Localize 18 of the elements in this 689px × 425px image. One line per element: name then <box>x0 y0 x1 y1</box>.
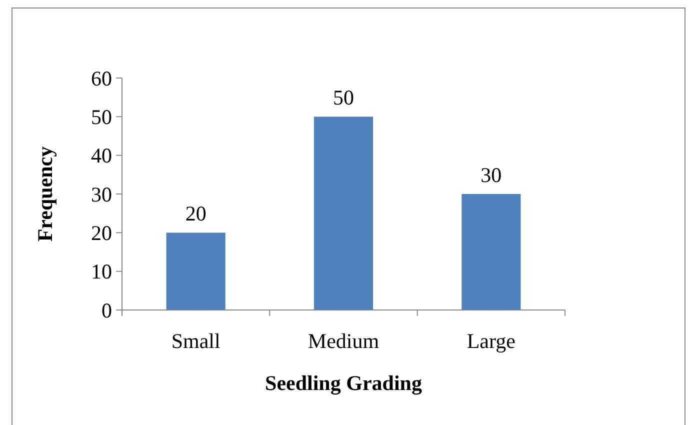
y-tick-label: 0 <box>102 298 112 322</box>
bar <box>314 116 374 310</box>
y-tick-label: 60 <box>91 66 112 90</box>
bar <box>462 194 521 310</box>
y-tick-label: 10 <box>91 260 112 284</box>
y-axis-title: Frequency <box>33 146 57 242</box>
data-label: 30 <box>480 163 502 187</box>
data-label: 20 <box>185 202 206 226</box>
y-tick-label: 20 <box>91 221 112 246</box>
data-label: 50 <box>333 86 354 110</box>
x-tick-label: Medium <box>308 329 380 353</box>
y-tick-label: 30 <box>91 182 112 206</box>
x-tick-label: Large <box>466 329 516 353</box>
y-tick-label: 50 <box>91 105 112 130</box>
x-tick-label: Small <box>171 329 220 353</box>
y-tick-label: 40 <box>91 144 112 168</box>
bar <box>166 232 226 310</box>
x-axis-title: Seedling Grading <box>265 371 422 395</box>
